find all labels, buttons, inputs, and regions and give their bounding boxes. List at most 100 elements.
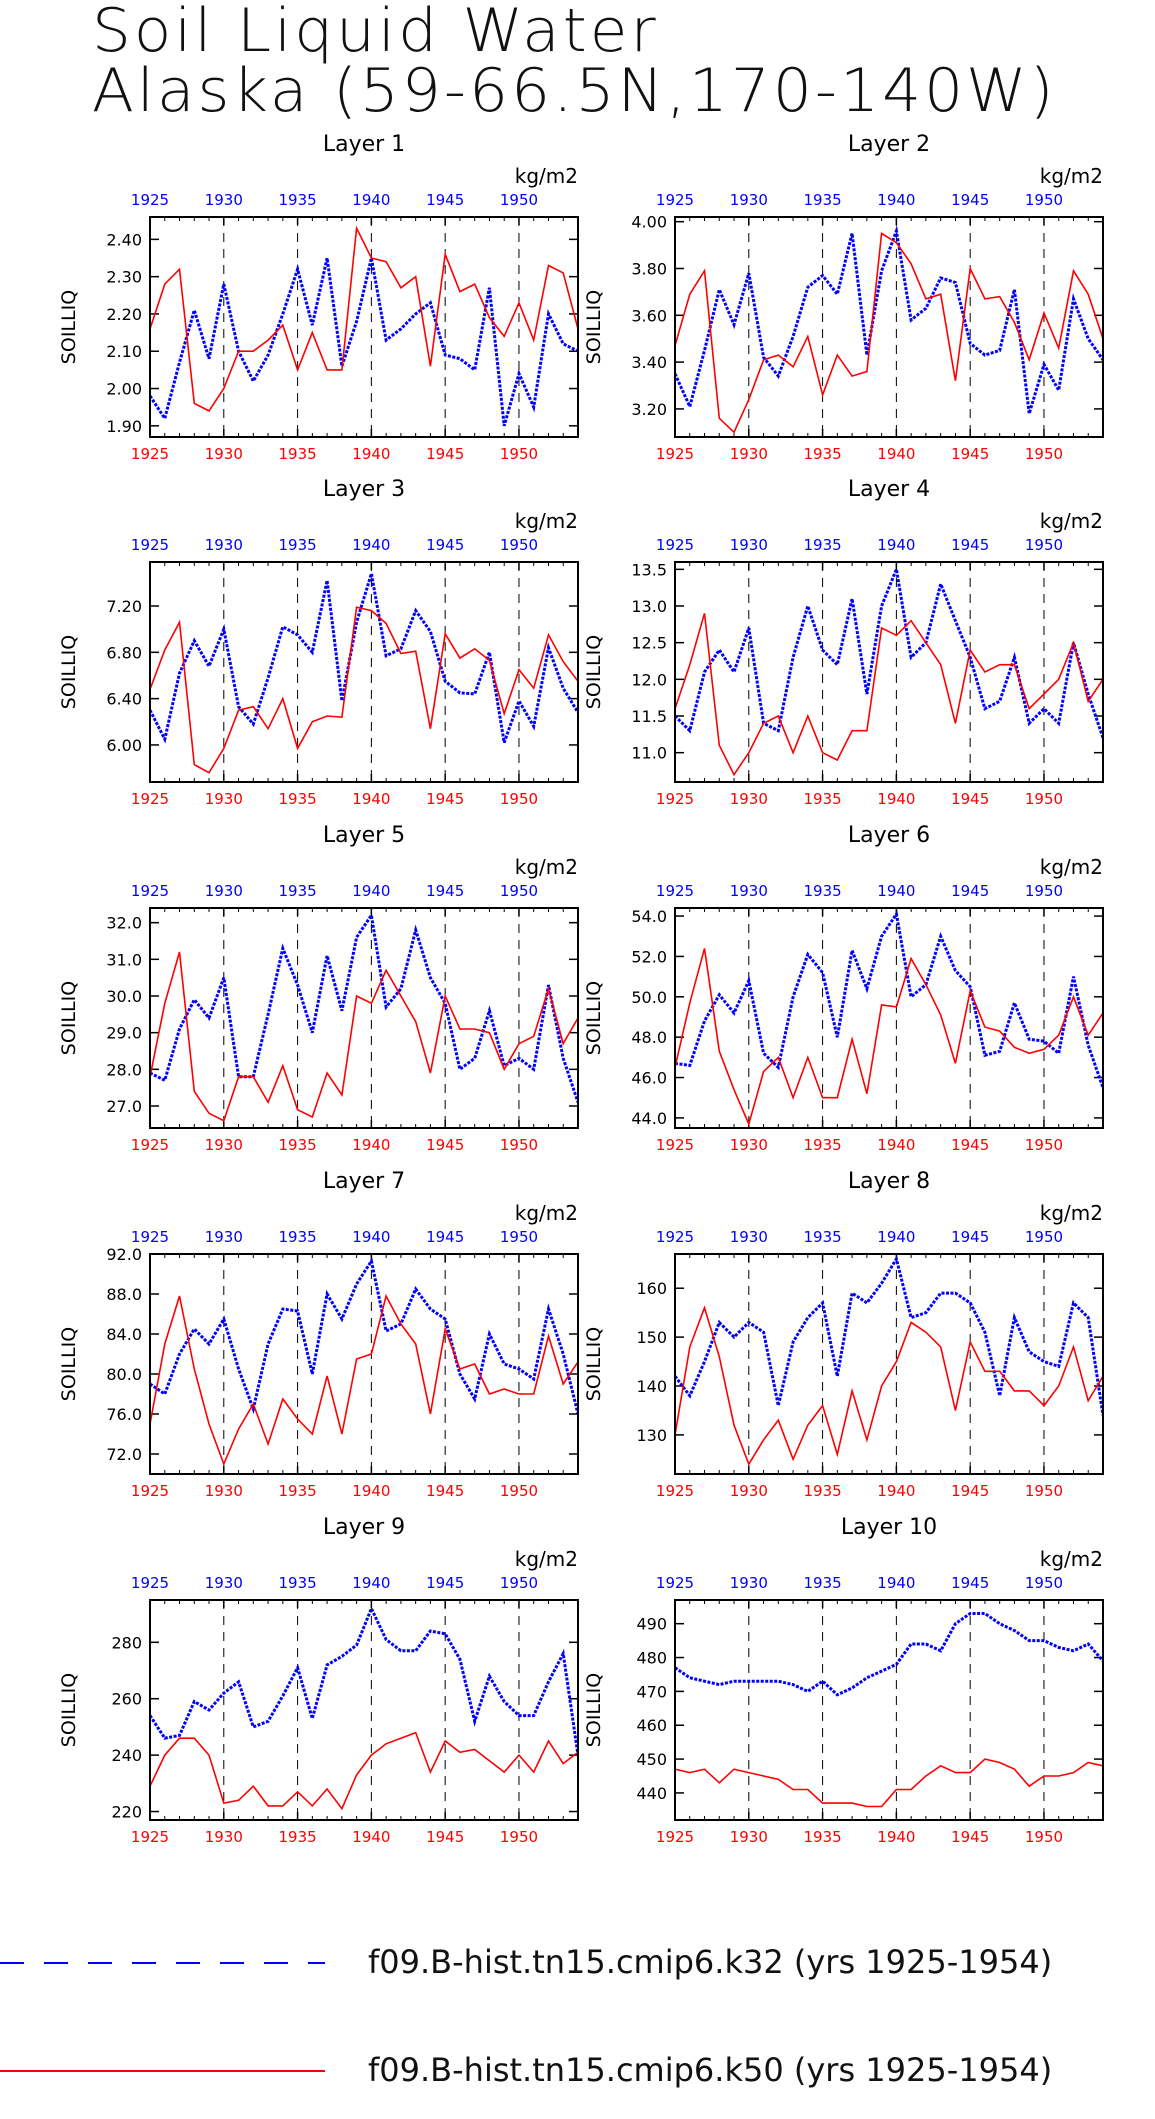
series-line-k32 — [675, 225, 1103, 415]
x-tick-label-bottom: 1925 — [656, 1136, 694, 1154]
x-tick-label-bottom: 1935 — [278, 1136, 316, 1154]
x-tick-label-top: 1925 — [131, 1228, 169, 1246]
y-tick-label: 3.20 — [631, 400, 667, 419]
x-tick-label-bottom: 1925 — [131, 790, 169, 808]
x-tick-label-bottom: 1930 — [730, 1136, 768, 1154]
x-tick-label-bottom: 1930 — [205, 1136, 243, 1154]
legend-entry-k32: f09.B-hist.tn15.cmip6.k32 (yrs 1925-1954… — [0, 1933, 1155, 1993]
x-tick-label-top: 1950 — [500, 882, 538, 900]
y-tick-label: 48.0 — [631, 1028, 667, 1047]
y-tick-label: 440 — [636, 1784, 667, 1803]
series-line-k32 — [675, 1612, 1103, 1697]
x-tick-label-top: 1925 — [656, 191, 694, 209]
series-line-k32 — [150, 257, 578, 427]
y-tick-label: 2.30 — [106, 268, 142, 287]
x-tick-label-top: 1950 — [500, 191, 538, 209]
x-tick-label-top: 1940 — [352, 882, 390, 900]
x-tick-label-bottom: 1940 — [877, 1482, 915, 1500]
x-tick-label-top: 1950 — [1025, 1228, 1063, 1246]
x-tick-label-bottom: 1935 — [278, 790, 316, 808]
y-tick-label: 490 — [636, 1615, 667, 1634]
x-tick-label-top: 1930 — [730, 536, 768, 554]
series-line-k50 — [150, 1731, 578, 1811]
y-tick-label: 220 — [111, 1803, 142, 1822]
panel-layer-8: Layer 8 kg/m2 SOILLIQ 1925 1925 1930 1930 1935 1… — [583, 1169, 1104, 1500]
x-tick-label-bottom: 1950 — [1025, 1482, 1063, 1500]
x-tick-label-top: 1945 — [426, 882, 464, 900]
y-tick-label: 12.5 — [631, 634, 667, 653]
x-tick-label-top: 1950 — [1025, 191, 1063, 209]
x-tick-label-bottom: 1945 — [426, 445, 464, 463]
legend-swatch-solid-red — [0, 2070, 325, 2072]
y-tick-label: 7.20 — [106, 597, 142, 616]
y-tick-label: 130 — [636, 1426, 667, 1445]
y-tick-label: 1.90 — [106, 417, 142, 436]
panel-layer-5: Layer 5 kg/m2 SOILLIQ 1925 1925 1930 1930 1935 1… — [58, 823, 579, 1154]
y-tick-label: 460 — [636, 1716, 667, 1735]
x-tick-label-top: 1925 — [656, 536, 694, 554]
series-line-k32 — [150, 1257, 578, 1415]
x-tick-label-top: 1950 — [1025, 1574, 1063, 1592]
panel-layer-6: Layer 6 kg/m2 SOILLIQ 1925 1925 1930 1930 1935 1… — [583, 823, 1104, 1154]
panel-layer-9: Layer 9 kg/m2 SOILLIQ 1925 1925 1930 1930 1935 1… — [58, 1515, 579, 1846]
x-tick-label-bottom: 1930 — [730, 445, 768, 463]
x-tick-label-bottom: 1950 — [1025, 790, 1063, 808]
y-tick-label: 13.0 — [631, 597, 667, 616]
x-tick-label-top: 1925 — [131, 1574, 169, 1592]
y-tick-label: 84.0 — [106, 1325, 142, 1344]
x-tick-label-bottom: 1940 — [877, 1828, 915, 1846]
y-tick-label: 44.0 — [631, 1109, 667, 1128]
units-label: kg/m2 — [1040, 509, 1103, 533]
y-tick-label: 80.0 — [106, 1365, 142, 1384]
x-tick-label-bottom: 1945 — [426, 1136, 464, 1154]
series-line-k32 — [150, 911, 578, 1103]
y-tick-label: 150 — [636, 1328, 667, 1347]
x-tick-label-bottom: 1945 — [426, 1482, 464, 1500]
y-tick-label: 240 — [111, 1746, 142, 1765]
y-tick-label: 6.40 — [106, 690, 142, 709]
panel-title: Layer 4 — [848, 477, 930, 502]
x-tick-label-top: 1950 — [500, 1574, 538, 1592]
series-line-k50 — [675, 948, 1103, 1127]
series-line-k50 — [675, 1305, 1103, 1467]
x-tick-label-top: 1935 — [278, 191, 316, 209]
panel-layer-1: Layer 1 kg/m2 SOILLIQ 1925 1925 1930 1930 1935 1… — [58, 132, 579, 463]
x-tick-label-top: 1945 — [951, 1574, 989, 1592]
x-tick-label-bottom: 1925 — [131, 1136, 169, 1154]
units-label: kg/m2 — [1040, 1201, 1103, 1225]
plot-frame — [674, 907, 1104, 1129]
x-tick-label-bottom: 1945 — [426, 1828, 464, 1846]
panel-title: Layer 1 — [323, 132, 405, 157]
x-tick-label-bottom: 1945 — [951, 790, 989, 808]
x-tick-label-top: 1930 — [730, 882, 768, 900]
y-tick-label: 2.40 — [106, 230, 142, 249]
x-tick-label-bottom: 1935 — [278, 1482, 316, 1500]
y-tick-label: 6.00 — [106, 736, 142, 755]
y-axis-label: SOILLIQ — [58, 1673, 80, 1747]
y-tick-label: 30.0 — [106, 987, 142, 1006]
x-tick-label-bottom: 1925 — [656, 1482, 694, 1500]
y-tick-label: 3.60 — [631, 306, 667, 325]
x-tick-label-bottom: 1940 — [877, 445, 915, 463]
y-axis-label: SOILLIQ — [58, 635, 80, 709]
panel-title: Layer 10 — [841, 1515, 937, 1540]
y-tick-label: 76.0 — [106, 1405, 142, 1424]
units-label: kg/m2 — [515, 1547, 578, 1571]
units-label: kg/m2 — [515, 855, 578, 879]
legend-label-k50: f09.B-hist.tn15.cmip6.k50 (yrs 1925-1954… — [368, 2051, 1053, 2089]
x-tick-label-top: 1930 — [730, 1228, 768, 1246]
y-tick-label: 280 — [111, 1633, 142, 1652]
x-tick-label-top: 1950 — [500, 1228, 538, 1246]
y-tick-label: 13.5 — [631, 560, 667, 579]
y-axis-label: SOILLIQ — [58, 290, 80, 364]
series-line-k50 — [675, 613, 1103, 777]
x-tick-label-top: 1950 — [500, 536, 538, 554]
y-tick-label: 11.5 — [631, 707, 667, 726]
panel-layer-7: Layer 7 kg/m2 SOILLIQ 1925 1925 1930 1930 1935 1… — [58, 1169, 579, 1500]
legend-entry-k50: f09.B-hist.tn15.cmip6.k50 (yrs 1925-1954… — [0, 2041, 1155, 2101]
x-tick-label-bottom: 1940 — [352, 1482, 390, 1500]
x-tick-label-bottom: 1930 — [205, 790, 243, 808]
y-axis-label: SOILLIQ — [583, 1327, 605, 1401]
plot-frame — [149, 907, 579, 1129]
